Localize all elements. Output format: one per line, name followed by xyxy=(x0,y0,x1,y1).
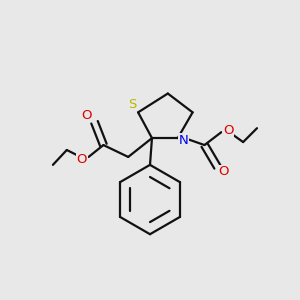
Text: N: N xyxy=(179,134,189,147)
Text: O: O xyxy=(76,153,87,167)
Text: S: S xyxy=(128,98,136,111)
Text: O: O xyxy=(218,165,229,178)
Text: O: O xyxy=(81,109,92,122)
Text: O: O xyxy=(223,124,233,137)
